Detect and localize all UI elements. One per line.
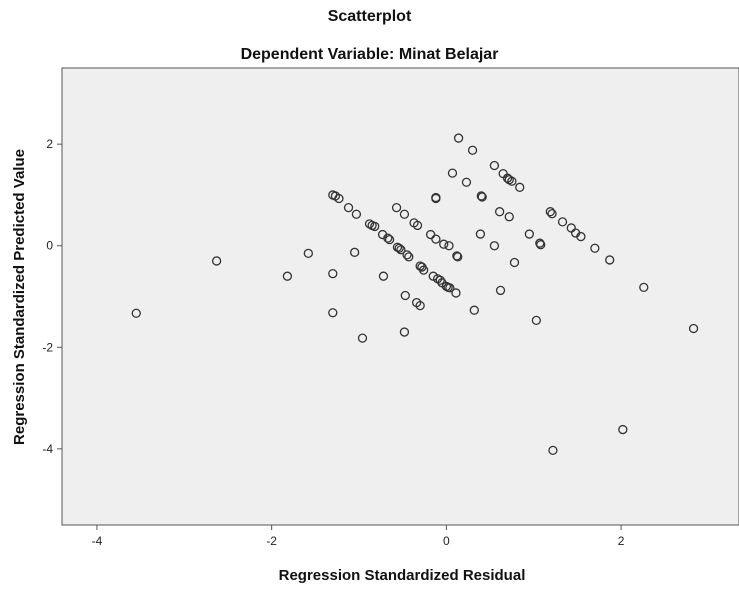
data-point [431, 193, 441, 204]
y-axis: 2 0 -2 -4 [42, 137, 62, 456]
data-point [495, 285, 506, 296]
data-point [384, 234, 395, 245]
x-axis: -4 -2 0 2 [92, 525, 625, 548]
data-point [453, 252, 463, 262]
plot-area [61, 67, 739, 526]
data-point [444, 241, 454, 251]
data-point [404, 252, 414, 262]
data-point [476, 191, 486, 201]
data-point [431, 234, 441, 244]
data-point [515, 182, 525, 192]
data-point [489, 241, 500, 251]
data-point [451, 288, 461, 298]
data-point [467, 145, 478, 155]
y-tick-label: 2 [46, 137, 53, 151]
data-point [391, 202, 402, 213]
data-point [536, 240, 546, 250]
data-point [435, 275, 445, 285]
data-point [524, 229, 534, 239]
data-point [548, 445, 558, 456]
data-point [504, 212, 514, 222]
chart-subtitle: Dependent Variable: Minat Belajar [240, 46, 499, 63]
data-point [131, 308, 141, 318]
data-point [400, 290, 410, 301]
data-point [351, 209, 362, 219]
data-point [349, 247, 360, 257]
data-point [343, 202, 354, 213]
data-point [688, 323, 699, 334]
data-point [399, 327, 410, 337]
y-tick-label: 0 [46, 239, 53, 253]
data-point [439, 239, 449, 249]
data-point [370, 221, 380, 232]
data-point [402, 250, 412, 260]
data-point [547, 209, 557, 219]
data-point [211, 256, 222, 266]
data-point [576, 231, 586, 242]
data-point [590, 243, 600, 253]
data-point [394, 243, 404, 253]
data-point [282, 271, 293, 281]
data-point [378, 271, 389, 281]
data-point [509, 257, 520, 268]
data-point [328, 268, 338, 279]
data-point [383, 233, 393, 243]
data-point [475, 229, 486, 239]
data-point [452, 251, 462, 261]
y-tick-label: -4 [42, 442, 53, 456]
x-tick-label: 2 [618, 534, 625, 548]
data-point [531, 315, 541, 326]
x-tick-label: 0 [443, 534, 450, 548]
data-point [357, 333, 368, 343]
data-point [639, 282, 649, 293]
data-point [453, 133, 464, 143]
data-point [494, 207, 505, 217]
x-tick-label: -4 [92, 534, 103, 548]
data-point [418, 265, 429, 275]
y-tick-label: -2 [42, 340, 53, 354]
data-point [489, 160, 500, 171]
data-point [445, 283, 455, 293]
data-point [461, 177, 472, 187]
data-point [477, 192, 487, 202]
data-point [507, 176, 517, 186]
y-axis-title: Regression Standardized Predicted Value [11, 149, 28, 445]
data-point [618, 424, 628, 435]
data-point [447, 168, 458, 178]
data-point [328, 308, 338, 318]
x-tick-label: -2 [266, 534, 277, 548]
data-point [399, 209, 410, 219]
data-point [303, 248, 313, 258]
x-axis-title: Regression Standardized Residual [279, 567, 526, 584]
data-point [545, 207, 555, 217]
data-point [334, 193, 344, 204]
chart-title: Scatterplot [327, 8, 412, 25]
data-point [425, 229, 436, 240]
data-point [605, 255, 615, 265]
data-point [469, 305, 479, 315]
data-point [557, 217, 568, 227]
data-points [131, 133, 699, 456]
data-point [412, 220, 423, 231]
data-point [415, 300, 425, 311]
data-point [396, 245, 406, 255]
